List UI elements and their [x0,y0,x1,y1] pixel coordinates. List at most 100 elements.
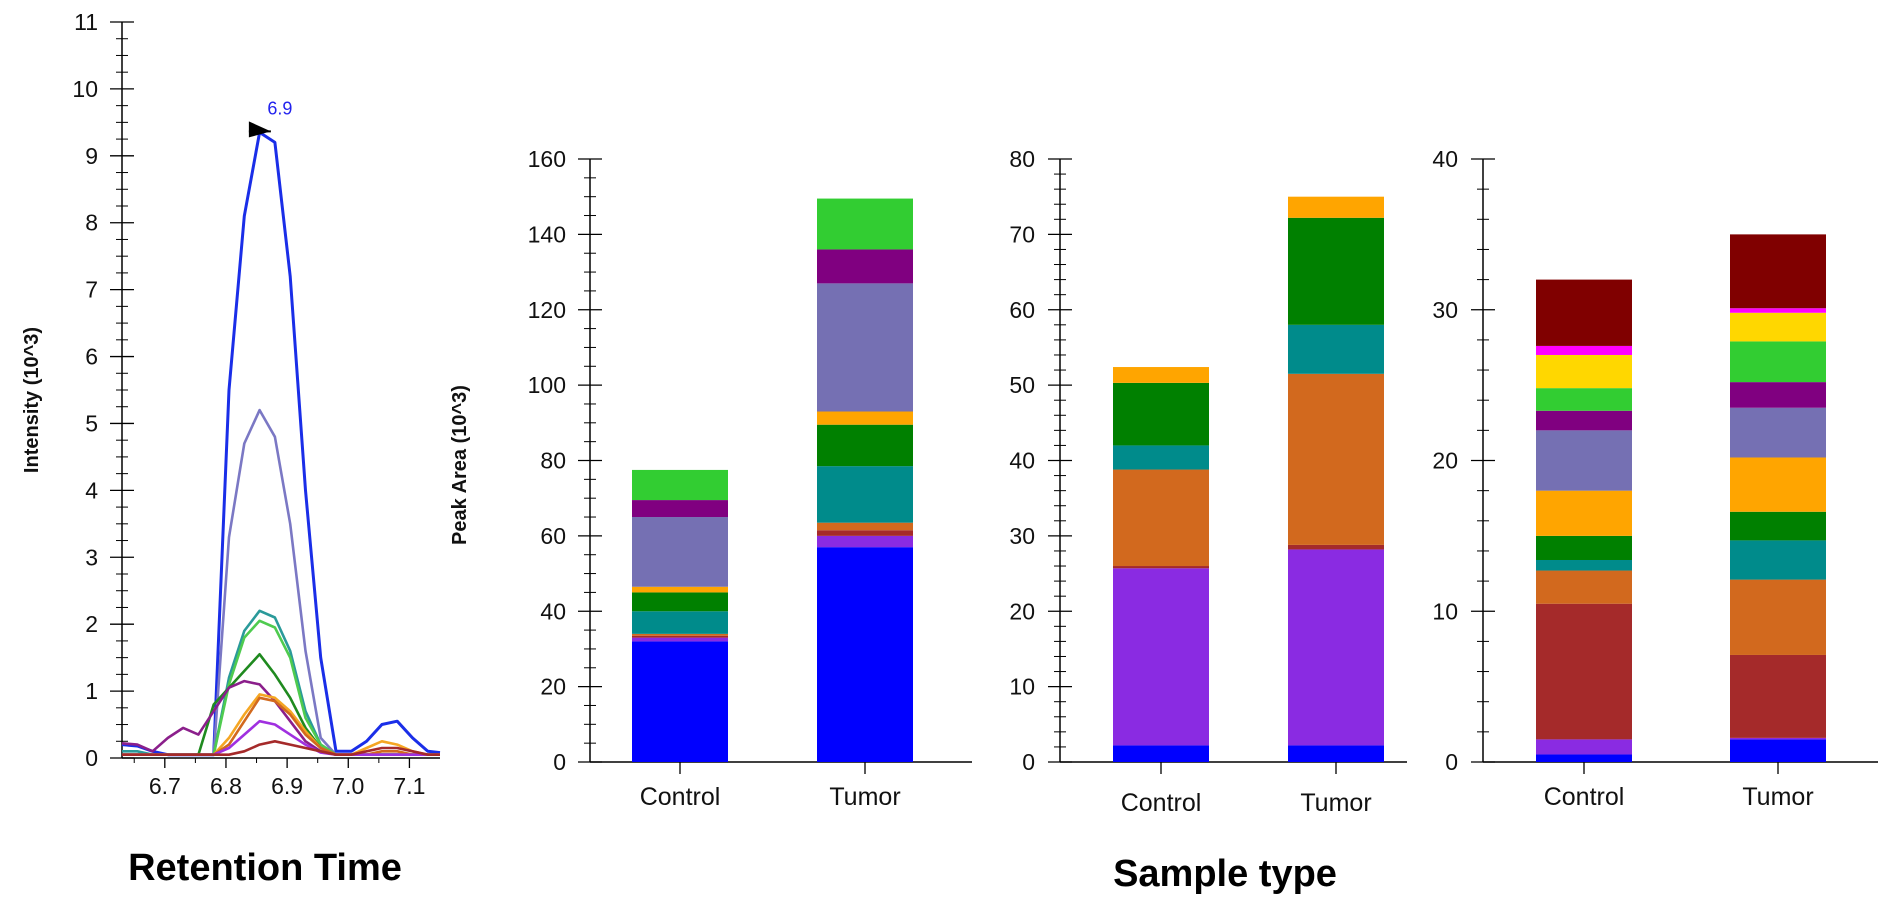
peak-area-bar-chart-2: 0 10 20 30 40 50 60 70 80 Control Tumor [1009,146,1407,817]
bar-segment-tumor-7 [817,411,913,425]
bar-segment-tumor-11 [1730,312,1826,342]
bar-segment-control-6 [1113,382,1209,446]
y-axis-title: Intensity (10^3) [21,327,43,473]
y-tick-label: 160 [528,146,566,172]
bar-segment-tumor-2 [1288,549,1384,746]
y-tick-label: 50 [1009,372,1035,398]
bar-segment-tumor-1 [1730,739,1826,762]
category-label-control: Control [640,783,721,811]
bar-segment-tumor-5 [1730,540,1826,580]
series-line-4 [122,619,440,757]
bar-segment-control-3 [632,635,728,638]
bar-segment-tumor-2 [1730,737,1826,740]
retention-time-title: Retention Time [128,847,402,889]
bar-segment-tumor-10 [1730,341,1826,383]
bar-segment-control-12 [1536,345,1632,355]
y-tick-label: 70 [1009,221,1035,247]
bar-segment-tumor-4 [1730,579,1826,655]
bar-segment-tumor-6 [817,424,913,467]
y-tick-label: 40 [1432,146,1458,172]
y-tick-label: 6 [85,344,98,370]
peak-area-bar-chart-3: 0 10 20 30 40 Control Tumor [1432,146,1878,811]
y-tick-label: 10 [72,76,98,102]
bar-segment-tumor-9 [817,249,913,284]
bar-segment-control-4 [1536,570,1632,604]
y-tick-label: 0 [553,749,566,775]
bar-segment-control-1 [632,641,728,762]
bar-segment-tumor-3 [1730,654,1826,738]
bar-segment-control-3 [1113,566,1209,569]
y-axis-title: Peak Area (10^3) [449,385,471,545]
y-tick-label: 30 [1432,297,1458,323]
bar-segment-tumor-4 [1288,373,1384,545]
bar-segment-tumor-12 [1730,308,1826,313]
x-tick-label: 7.1 [393,773,425,799]
y-tick-label: 11 [74,9,98,35]
bar-segment-tumor-1 [817,547,913,762]
y-tick-label: 120 [528,297,566,323]
bar-segment-control-4 [1113,469,1209,567]
series-line-8 [122,696,440,757]
bar-segment-control-7 [1113,367,1209,383]
bar-segment-tumor-5 [1288,324,1384,374]
bar-segment-control-6 [632,592,728,612]
category-label-tumor: Tumor [1300,789,1371,817]
peak-marker-icon [248,121,271,138]
chromatogram-chart: 0 1 2 3 4 5 6 7 8 9 10 11 6.7 6.8 6.9 7.0 7.1 Intensity (… [21,9,441,799]
y-tick-label: 40 [1009,448,1035,474]
bar-segment-tumor-10 [817,198,913,250]
bar-segment-tumor-5 [817,466,913,523]
bar-segment-control-10 [1536,388,1632,411]
bar-segment-control-1 [1113,745,1209,762]
y-tick-label: 80 [1009,146,1035,172]
bar-segment-control-2 [1113,568,1209,746]
bar-segment-tumor-1 [1288,745,1384,762]
bar-segment-tumor-7 [1730,457,1826,512]
y-tick-label: 2 [85,611,98,637]
y-tick-label: 0 [85,745,98,771]
y-tick-label: 40 [540,598,566,624]
x-tick-label: 6.9 [271,773,303,799]
bar-segment-control-9 [1536,410,1632,431]
bar-segment-control-4 [632,633,728,636]
series-line-7 [122,693,440,757]
bar-segment-tumor-8 [817,283,913,412]
y-tick-label: 5 [85,410,98,436]
x-tick-label: 7.0 [332,773,364,799]
bar-segment-control-5 [1536,559,1632,571]
x-tick-label: 6.7 [149,773,181,799]
bar-segment-control-13 [1536,279,1632,346]
category-label-control: Control [1544,783,1625,811]
bar-segment-tumor-2 [817,535,913,548]
y-tick-label: 20 [540,674,566,700]
bar-segment-tumor-6 [1730,511,1826,541]
bar-segment-tumor-7 [1288,196,1384,218]
y-tick-label: 10 [1009,674,1035,700]
y-tick-label: 20 [1432,448,1458,474]
bar-segment-tumor-4 [817,522,913,531]
y-tick-label: 30 [1009,523,1035,549]
y-tick-label: 0 [1445,749,1458,775]
bar-segment-tumor-9 [1730,382,1826,408]
series-line-10 [122,739,440,757]
y-tick-label: 3 [85,544,98,570]
x-tick-label: 6.8 [210,773,242,799]
sample-type-title: Sample type [1113,853,1337,895]
category-label-tumor: Tumor [1742,783,1813,811]
bar-segment-tumor-3 [1288,544,1384,550]
bar-segment-control-10 [632,469,728,501]
y-tick-label: 20 [1009,598,1035,624]
category-label-control: Control [1121,789,1202,817]
bar-segment-control-3 [1536,603,1632,740]
series-line-1 [121,130,441,757]
y-tick-label: 0 [1022,749,1035,775]
peak-area-bar-chart-1: 0 20 40 60 80 100 120 140 160 Control Tumor Peak Ar… [449,146,972,811]
y-tick-label: 1 [85,678,98,704]
bar-segment-control-6 [1536,535,1632,560]
bar-segment-control-7 [632,586,728,593]
bar-segment-control-2 [632,637,728,642]
bar-segment-control-8 [632,517,728,587]
y-tick-label: 100 [528,372,566,398]
bar-segment-control-5 [632,611,728,634]
